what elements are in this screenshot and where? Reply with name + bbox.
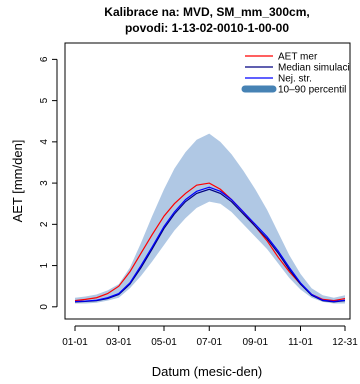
x-tick-label: 09-01 [242,337,268,348]
legend-label: Nej. str. [278,74,312,85]
legend-label: Median simulaci [278,63,350,74]
x-tick-label: 12-31 [332,337,358,348]
y-axis-label: AET [mm/den] [10,140,25,223]
y-tick-label: 4 [39,139,50,145]
x-tick-label: 03-01 [106,337,132,348]
x-tick-label: 11-01 [288,337,313,348]
y-tick-label: 1 [39,262,50,268]
series-lines [74,182,346,303]
legend-label: 10–90 percentil [278,85,346,96]
y-tick-label: 6 [39,56,50,62]
y-tick-label: 2 [39,221,50,227]
x-tick-label: 01-01 [62,337,88,348]
x-axis: 01-01 03-01 05-01 07-01 09-01 11-01 12-31 [62,325,358,348]
chart-title-line1: Kalibrace na: MVD, SM_mm_300cm, [104,5,309,19]
y-tick-label: 5 [39,97,50,103]
y-tick-label: 0 [39,304,50,310]
band-10-90-percentile [75,133,345,304]
percentile-band [75,133,345,304]
x-tick-label: 05-01 [151,337,177,348]
plot-frame [64,42,351,320]
series-line-2 [74,188,346,303]
chart-title-line2: povodi: 1-13-02-0010-1-00-00 [125,21,289,35]
series-line-3 [74,186,346,303]
y-tick-label: 3 [39,180,50,186]
y-axis: 0 1 2 3 4 5 6 [39,56,58,310]
legend-label: AET mer [278,52,318,63]
x-tick-label: 07-01 [196,337,222,348]
x-axis-label: Datum (mesic-den) [152,364,263,379]
